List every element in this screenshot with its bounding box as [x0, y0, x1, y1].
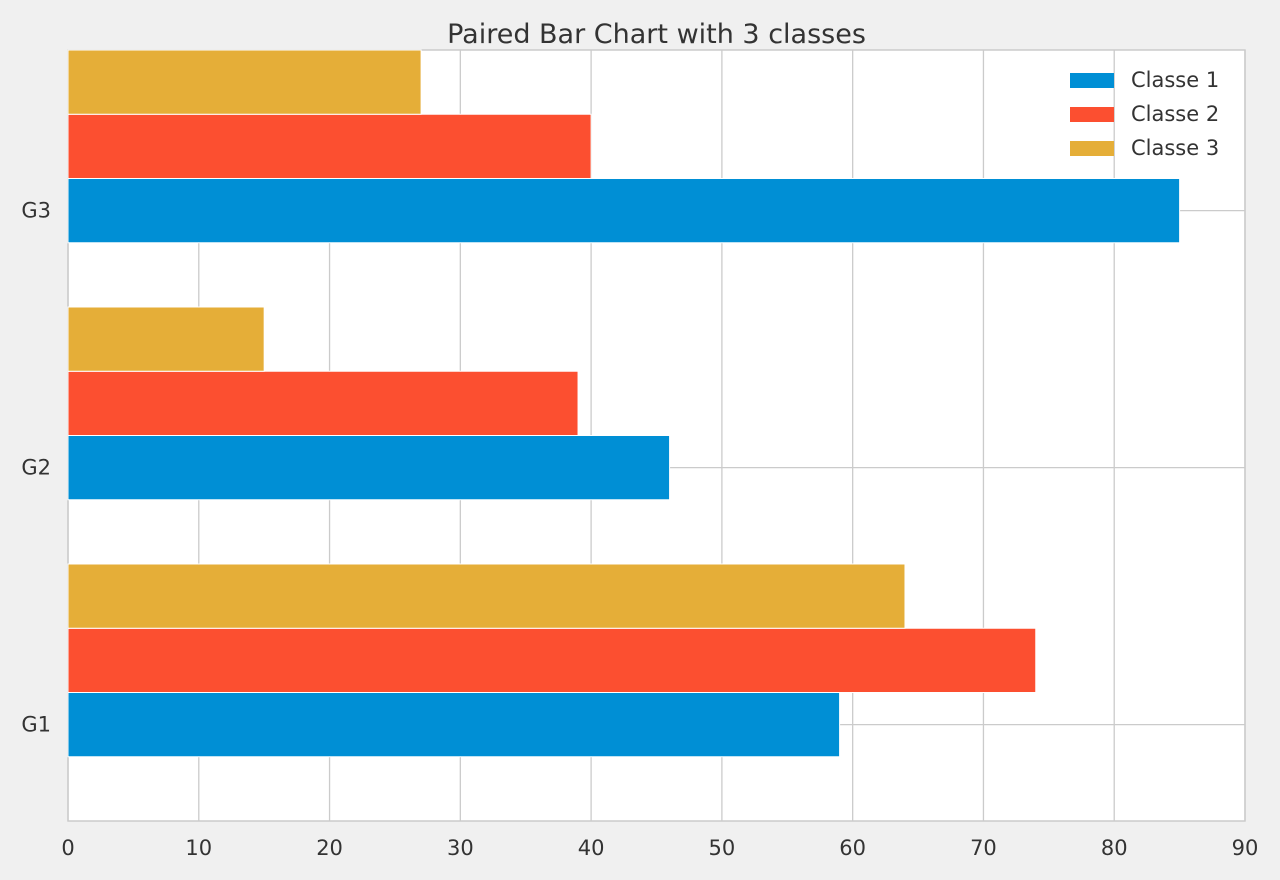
x-tick-label: 70 [970, 836, 997, 860]
legend: Classe 1 Classe 2 Classe 3 [1070, 68, 1219, 160]
x-tick-label: 20 [316, 836, 343, 860]
legend-label: Classe 3 [1131, 136, 1219, 160]
x-tick-label: 30 [447, 836, 474, 860]
y-tick-label: G1 [21, 713, 51, 737]
x-tick-label: 10 [185, 836, 212, 860]
legend-label: Classe 1 [1131, 68, 1219, 92]
y-axis-ticks: G1 G2 G3 [21, 199, 51, 737]
x-tick-label: 0 [61, 836, 74, 860]
bar-g3-series-3 [67, 49, 422, 115]
bar-g3-series-1 [67, 178, 1181, 244]
bar-g3-series-2 [67, 113, 592, 179]
bar-g1-series-3 [67, 563, 906, 629]
legend-swatch-series-1 [1070, 73, 1114, 88]
bar-g2-series-2 [67, 370, 579, 436]
x-tick-label: 80 [1101, 836, 1128, 860]
chart-title: Paired Bar Chart with 3 classes [447, 19, 866, 50]
bar-g2-series-3 [67, 306, 265, 372]
legend-swatch-series-3 [1070, 141, 1114, 156]
y-tick-label: G2 [21, 456, 51, 480]
legend-label: Classe 2 [1131, 102, 1219, 126]
bar-g1-series-1 [67, 692, 841, 758]
x-tick-label: 50 [709, 836, 736, 860]
x-axis-ticks: 0 10 20 30 40 50 60 70 80 90 [61, 836, 1258, 860]
legend-swatch-series-2 [1070, 107, 1114, 122]
x-tick-label: 40 [578, 836, 605, 860]
x-tick-label: 90 [1232, 836, 1259, 860]
bar-g2-series-1 [67, 435, 671, 501]
y-tick-label: G3 [21, 199, 51, 223]
bar-g1-series-2 [67, 627, 1037, 693]
bars [67, 49, 1181, 758]
x-tick-label: 60 [839, 836, 866, 860]
